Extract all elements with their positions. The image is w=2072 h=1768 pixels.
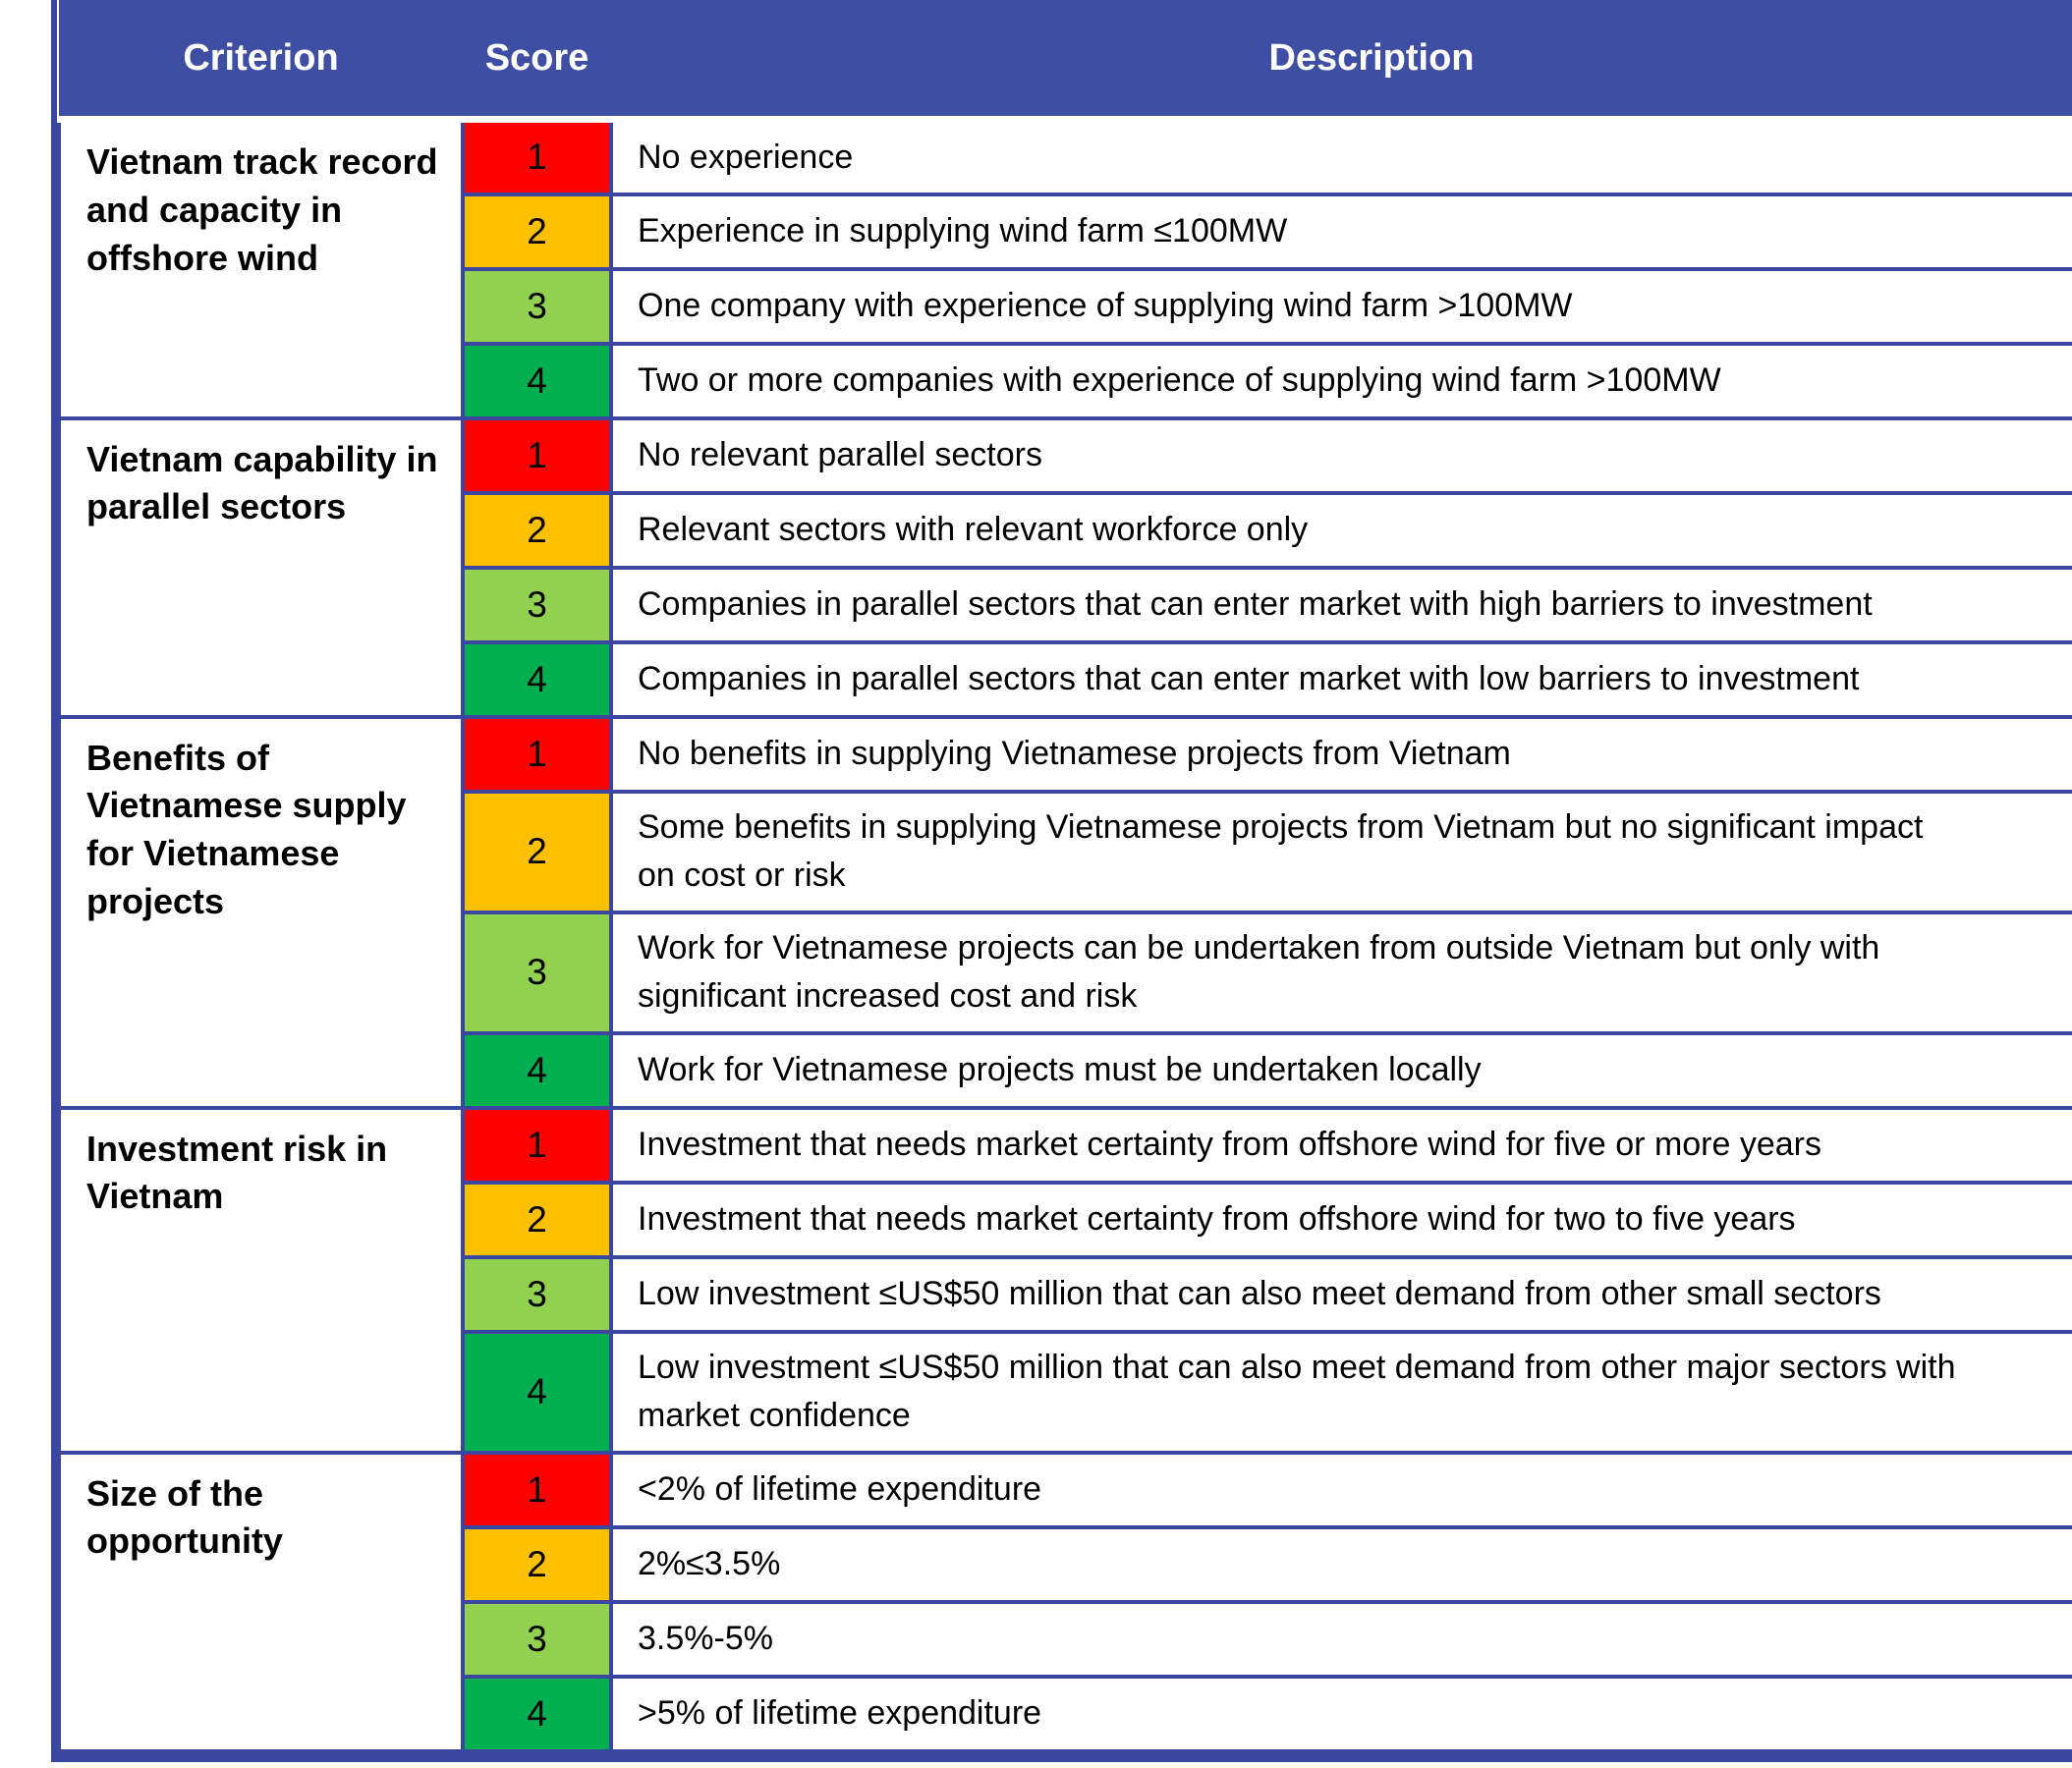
table-row: Benefits of Vietnamese supply for Vietna… bbox=[57, 714, 2072, 1110]
score-cell: 4 bbox=[461, 1674, 613, 1753]
score-cell: 3 bbox=[461, 1599, 613, 1679]
score-cell: 2 bbox=[461, 490, 613, 570]
table-body: Vietnam track record and capacity in off… bbox=[57, 117, 2072, 1753]
description-cell: >5% of lifetime expenditure bbox=[609, 1674, 2072, 1753]
score-cell: 2 bbox=[461, 192, 613, 271]
description-cell: Companies in parallel sectors that can e… bbox=[609, 639, 2072, 719]
score-cell: 1 bbox=[461, 117, 613, 196]
table-row: 4 Two or more companies with experience o… bbox=[59, 341, 2072, 420]
criteria-table-container: Criterion Score Description Vietnam trac… bbox=[51, 0, 2072, 1762]
criteria-table: Criterion Score Description Vietnam trac… bbox=[57, 0, 2072, 1753]
table-row: 2 Relevant sectors with relevant workforc… bbox=[59, 490, 2072, 570]
table-row: 4 >5% of lifetime expenditure bbox=[59, 1674, 2072, 1753]
score-cell: 1 bbox=[461, 1105, 613, 1185]
table-row: 3 One company with experience of supplyin… bbox=[59, 266, 2072, 346]
criterion-cell: Size of the opportunity bbox=[57, 1450, 465, 1753]
score-cell: 3 bbox=[461, 565, 613, 644]
table-row: 2 Investment that needs market certainty … bbox=[59, 1180, 2072, 1259]
table-row: 3 Low investment ≤US$50 million that can … bbox=[59, 1254, 2072, 1334]
description-cell: One company with experience of supplying… bbox=[609, 266, 2072, 346]
table-row: 4 Work for Vietnamese projects must be un… bbox=[59, 1030, 2072, 1110]
score-cell: 4 bbox=[461, 341, 613, 420]
table-row: 4 Companies in parallel sectors that can … bbox=[59, 639, 2072, 719]
description-cell: No experience bbox=[609, 117, 2072, 196]
table-row: 2 2%≤3.5% bbox=[59, 1524, 2072, 1604]
table-row: 3 Work for Vietnamese projects can be und… bbox=[59, 910, 2072, 1035]
score-cell: 1 bbox=[461, 415, 613, 495]
score-cell: 4 bbox=[461, 639, 613, 719]
score-cell: 2 bbox=[461, 789, 613, 914]
header-score: Score bbox=[463, 0, 611, 123]
table-row: 3 3.5%-5% bbox=[59, 1599, 2072, 1679]
table-row: Size of the opportunity 1 <2% of lifetime … bbox=[57, 1450, 2072, 1753]
description-cell: Work for Vietnamese projects must be und… bbox=[609, 1030, 2072, 1110]
description-cell: <2% of lifetime expenditure bbox=[609, 1450, 2072, 1529]
description-cell: Companies in parallel sectors that can e… bbox=[609, 565, 2072, 644]
score-cell: 2 bbox=[461, 1524, 613, 1604]
description-cell: Work for Vietnamese projects can be unde… bbox=[609, 910, 2072, 1035]
score-cell: 3 bbox=[461, 910, 613, 1035]
criterion-cell: Vietnam track record and capacity in off… bbox=[57, 117, 465, 420]
description-cell: Relevant sectors with relevant workforce… bbox=[609, 490, 2072, 570]
score-cell: 4 bbox=[461, 1030, 613, 1110]
criterion-cell: Benefits of Vietnamese supply for Vietna… bbox=[57, 714, 465, 1110]
table-row: Vietnam capability in parallel sectors 1 N… bbox=[57, 415, 2072, 719]
description-cell: Some benefits in supplying Vietnamese pr… bbox=[609, 789, 2072, 914]
description-cell: 2%≤3.5% bbox=[609, 1524, 2072, 1604]
score-cell: 3 bbox=[461, 1254, 613, 1334]
score-cell: 1 bbox=[461, 714, 613, 794]
criterion-cell: Vietnam capability in parallel sectors bbox=[57, 415, 465, 719]
description-cell: No relevant parallel sectors bbox=[609, 415, 2072, 495]
description-cell: Low investment ≤US$50 million that can a… bbox=[609, 1329, 2072, 1455]
table-row: Vietnam track record and capacity in off… bbox=[57, 117, 2072, 420]
score-cell: 4 bbox=[461, 1329, 613, 1455]
description-cell: 3.5%-5% bbox=[609, 1599, 2072, 1679]
score-cell: 2 bbox=[461, 1180, 613, 1259]
description-cell: No benefits in supplying Vietnamese proj… bbox=[609, 714, 2072, 794]
description-cell: Low investment ≤US$50 million that can a… bbox=[609, 1254, 2072, 1334]
header-description: Description bbox=[611, 0, 2072, 123]
criterion-cell: Investment risk in Vietnam bbox=[57, 1105, 465, 1455]
table-row: 4 Low investment ≤US$50 million that can … bbox=[59, 1329, 2072, 1455]
description-cell: Two or more companies with experience of… bbox=[609, 341, 2072, 420]
description-cell: Experience in supplying wind farm ≤100MW bbox=[609, 192, 2072, 271]
table-row: Investment risk in Vietnam 1 Investment th… bbox=[57, 1105, 2072, 1455]
description-cell: Investment that needs market certainty f… bbox=[609, 1180, 2072, 1259]
table-row: 3 Companies in parallel sectors that can … bbox=[59, 565, 2072, 644]
description-cell: Investment that needs market certainty f… bbox=[609, 1105, 2072, 1185]
table-row: 2 Some benefits in supplying Vietnamese p… bbox=[59, 789, 2072, 914]
table-row: 2 Experience in supplying wind farm ≤100M… bbox=[59, 192, 2072, 271]
score-cell: 1 bbox=[461, 1450, 613, 1529]
header-criterion: Criterion bbox=[59, 0, 463, 123]
score-cell: 3 bbox=[461, 266, 613, 346]
table-header-row: Criterion Score Description bbox=[59, 0, 2072, 123]
